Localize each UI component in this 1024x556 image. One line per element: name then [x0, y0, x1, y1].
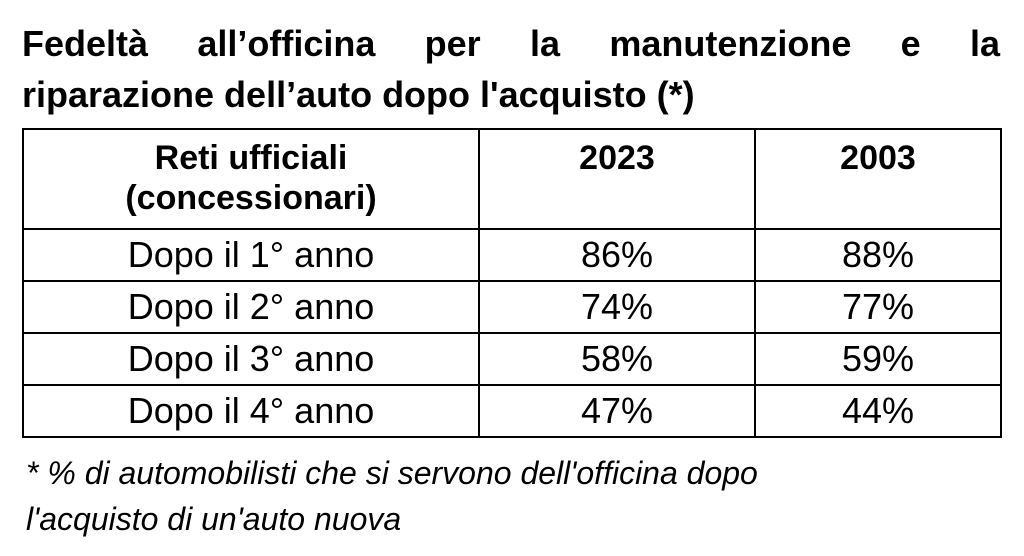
header-reti-ufficiali: Reti ufficiali (concessionari)	[22, 128, 480, 230]
row-label: Dopo il 1° anno	[22, 228, 480, 282]
value-2003: 44%	[754, 384, 1002, 438]
loyalty-table: Reti ufficiali (concessionari) 2023 2003…	[22, 128, 1002, 438]
value-2003: 59%	[754, 332, 1002, 386]
value-2023: 86%	[478, 228, 756, 282]
footnote: * % di automobilisti che si servono dell…	[26, 450, 986, 542]
footnote-line-2: l'acquisto di un'auto nuova	[26, 501, 402, 537]
header-2003: 2003	[754, 128, 1002, 230]
footnote-line-1: * % di automobilisti che si servono dell…	[26, 455, 758, 491]
value-2003: 77%	[754, 280, 1002, 334]
title-line-1: Fedeltà all’officina per la manutenzione…	[22, 23, 1000, 64]
table-row: Dopo il 1° anno 86% 88%	[22, 228, 1002, 282]
row-label: Dopo il 3° anno	[22, 332, 480, 386]
table-header-row: Reti ufficiali (concessionari) 2023 2003	[22, 128, 1002, 230]
row-label: Dopo il 4° anno	[22, 384, 480, 438]
value-2023: 74%	[478, 280, 756, 334]
value-2023: 58%	[478, 332, 756, 386]
value-2003: 88%	[754, 228, 1002, 282]
title-line-2: riparazione dell’auto dopo l'acquisto (*…	[22, 74, 695, 115]
table-row: Dopo il 2° anno 74% 77%	[22, 280, 1002, 334]
row-label: Dopo il 2° anno	[22, 280, 480, 334]
table-row: Dopo il 4° anno 47% 44%	[22, 384, 1002, 438]
header-2023: 2023	[478, 128, 756, 230]
header-col1-line1: Reti ufficiali	[154, 139, 348, 177]
value-2023: 47%	[478, 384, 756, 438]
table-row: Dopo il 3° anno 58% 59%	[22, 332, 1002, 386]
header-col1-line2: (concessionari)	[125, 179, 377, 217]
document-title: Fedeltà all’officina per la manutenzione…	[22, 18, 1000, 120]
